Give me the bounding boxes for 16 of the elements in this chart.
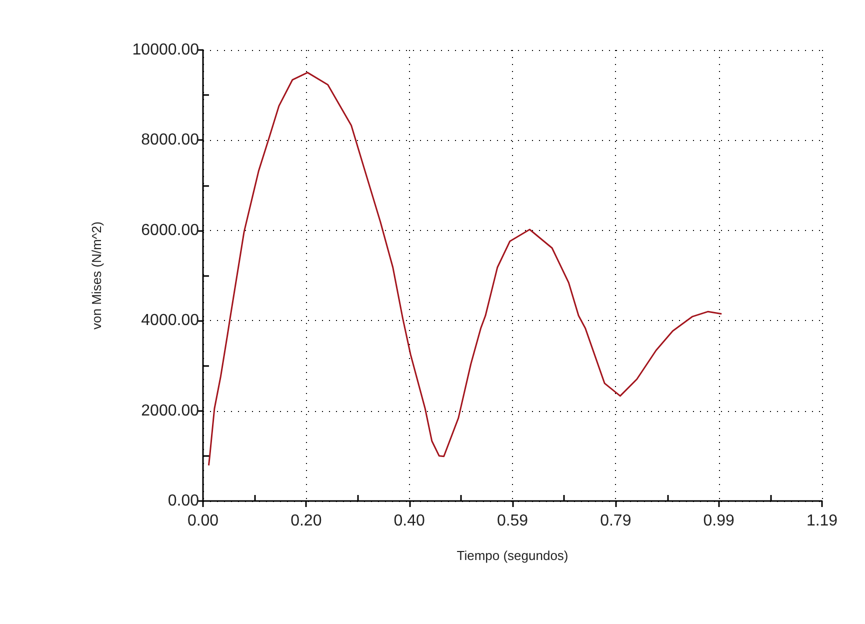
x-tick-label: 0.59 [496, 512, 528, 530]
x-tick-label: 1.19 [806, 512, 838, 530]
x-tick-label: 0.40 [394, 512, 426, 530]
x-tick-label: 0.79 [600, 512, 632, 530]
x-tick-label: 0.20 [290, 512, 322, 530]
y-tick-label: 10000.00 [132, 42, 200, 58]
y-tick-label: 8000.00 [141, 132, 200, 149]
x-tick-label: 0.00 [187, 512, 219, 530]
y-tick-label: 6000.00 [141, 222, 200, 239]
y-tick-label: 0.00 [168, 492, 200, 510]
line-series [208, 72, 722, 466]
y-axis-title: von Mises (N/m^2) [89, 222, 104, 330]
y-tick-label: 4000.00 [141, 312, 200, 330]
x-tick-label: 0.99 [703, 512, 735, 530]
y-tick-label: 2000.00 [141, 402, 200, 420]
x-axis-title: Tiempo (segundos) [456, 548, 568, 563]
